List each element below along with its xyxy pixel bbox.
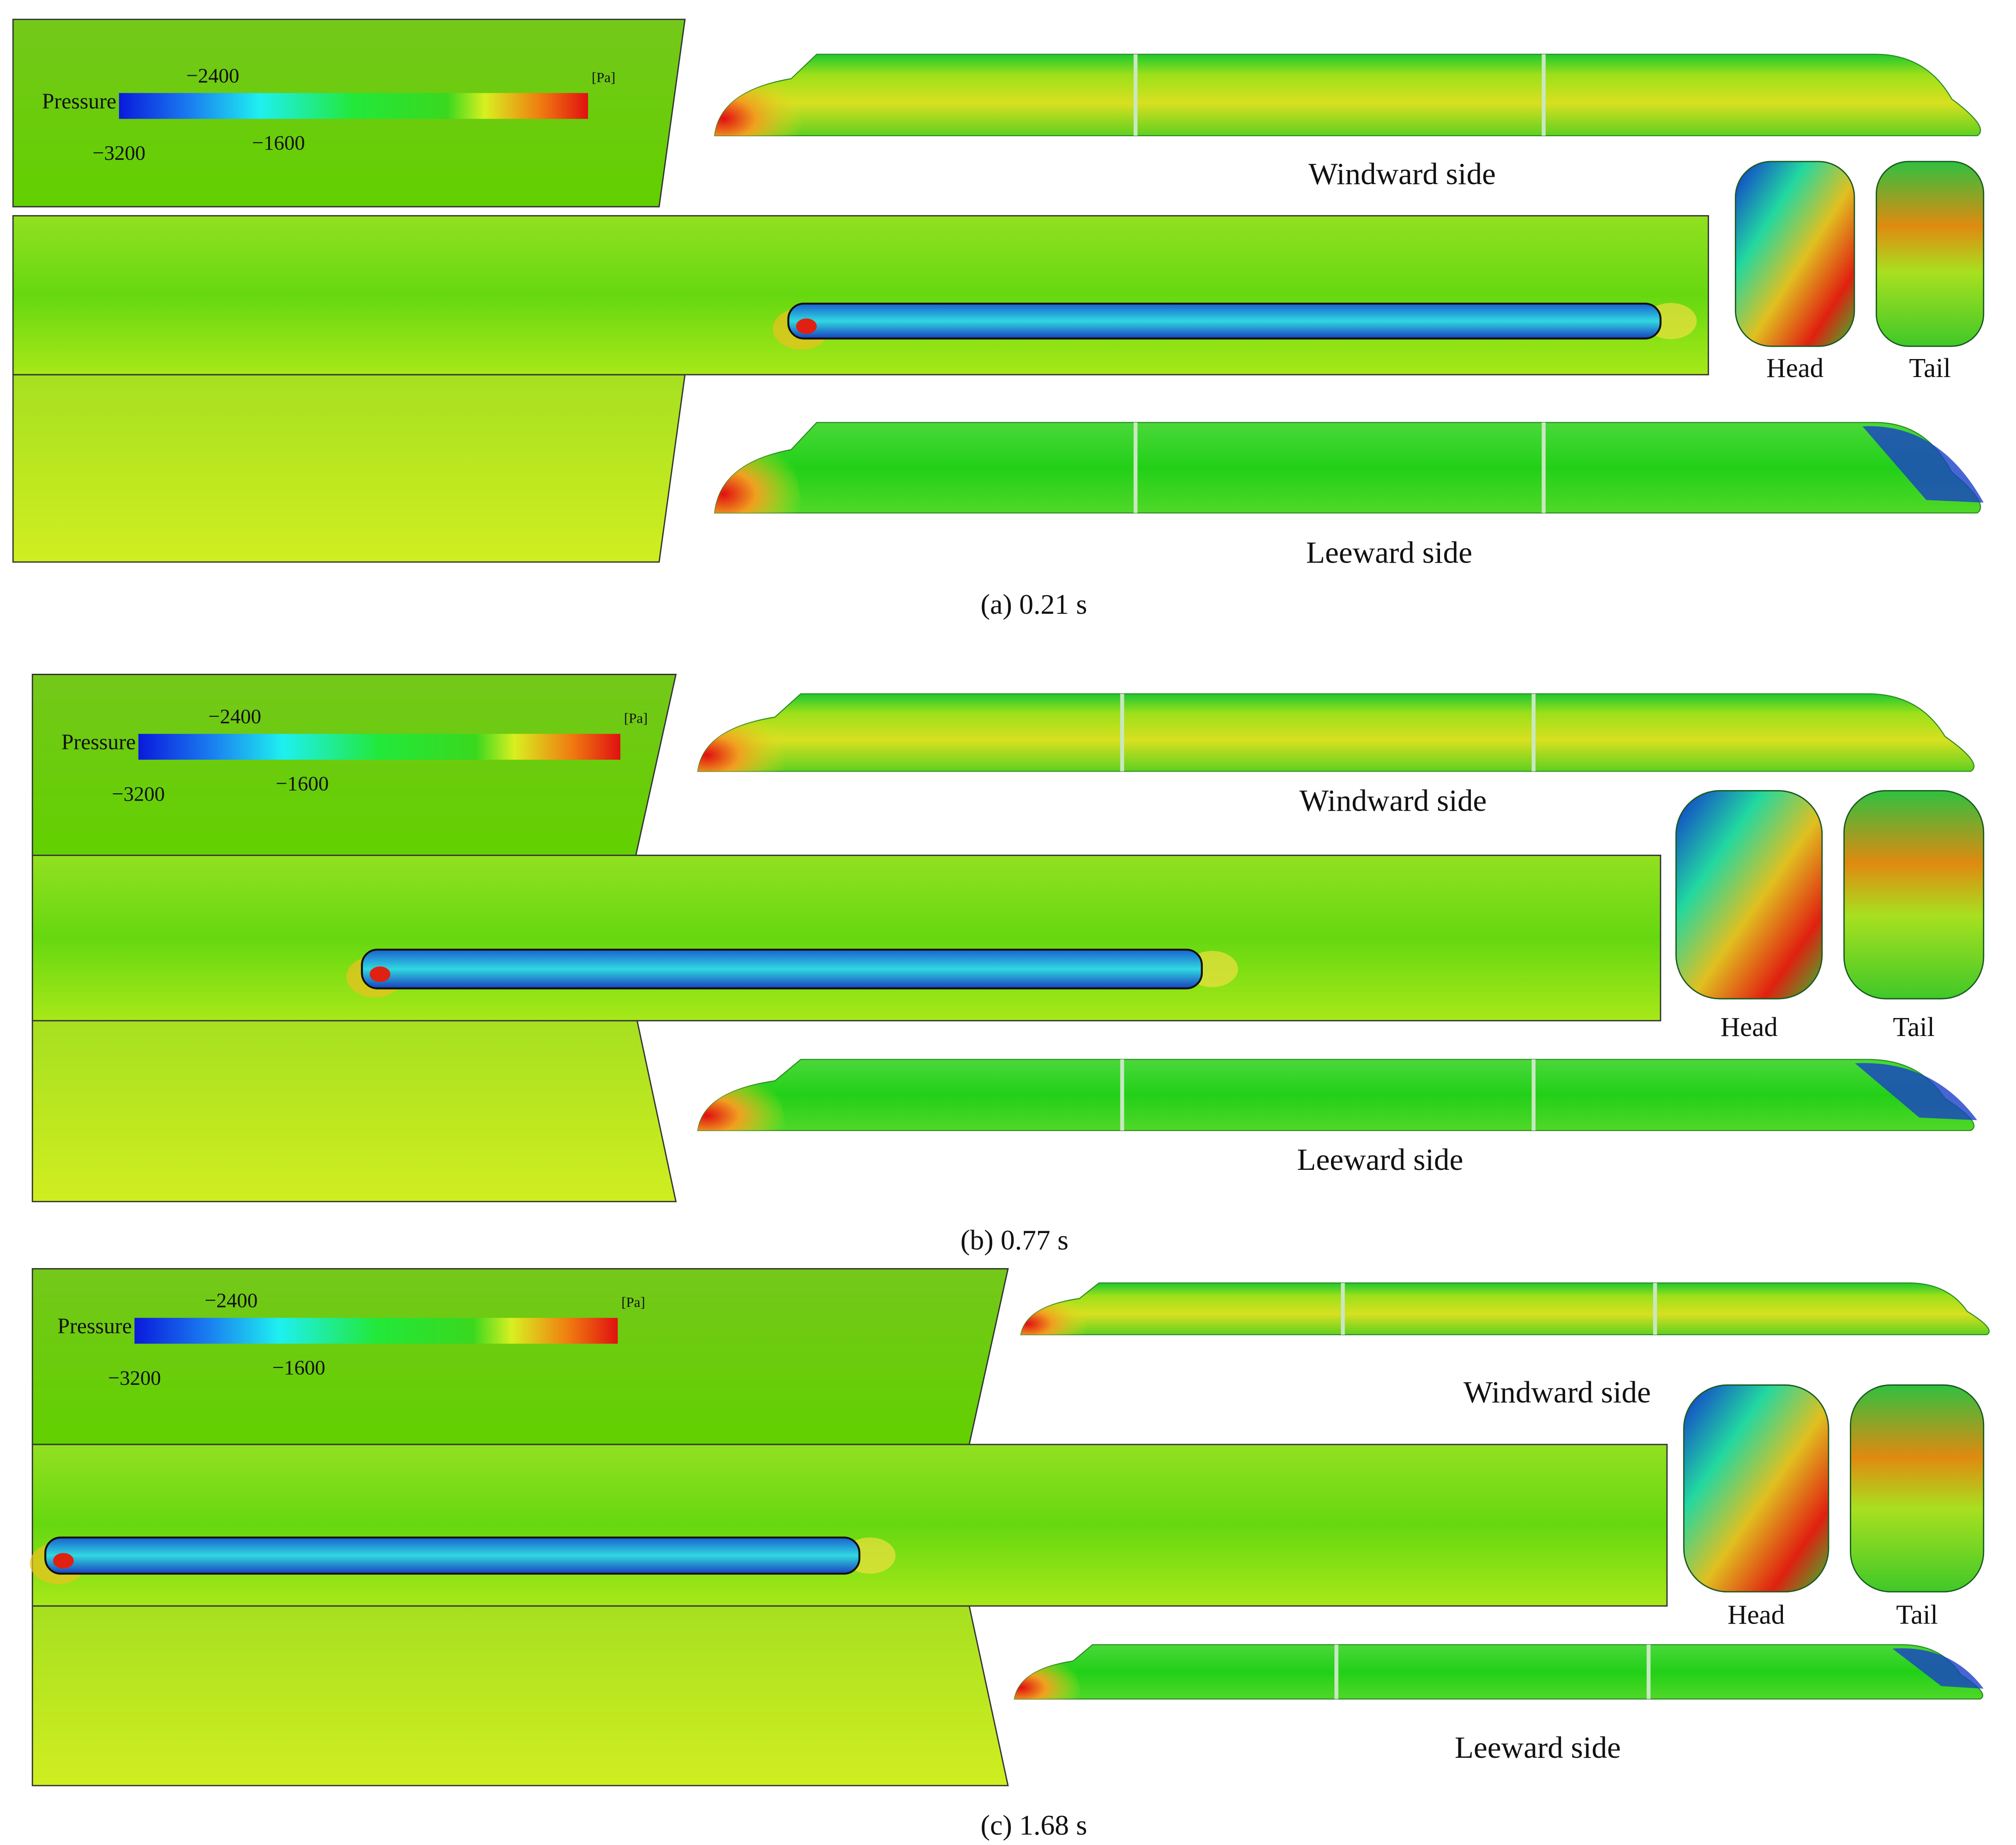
caption: (b) 0.77 s [960, 1224, 1068, 1256]
windward-label: Windward side [1299, 783, 1487, 818]
tail-view [1850, 1384, 1985, 1593]
leeward-label: Leeward side [1455, 1730, 1621, 1765]
domain-strip [31, 1444, 1668, 1607]
train-head-hot [369, 966, 390, 982]
colorbar-tick: −2400 [186, 64, 240, 87]
domain-top [31, 674, 677, 856]
leeward-tail-low [1862, 426, 1984, 503]
caption: (c) 1.68 s [981, 1810, 1087, 1841]
windward-label: Windward side [1464, 1375, 1651, 1409]
train-windward-nose [1020, 1298, 1089, 1335]
colorbar-tick: −3200 [92, 141, 145, 164]
train-head-hot [796, 318, 817, 334]
colorbar-tick: −2400 [208, 705, 261, 728]
leeward-label: Leeward side [1306, 535, 1472, 569]
train-plan [787, 302, 1662, 340]
train-leeward [1014, 1644, 1983, 1700]
colorbar-unit: [Pa] [624, 711, 648, 726]
train-leeward [697, 1059, 1974, 1131]
train-windward [714, 54, 1981, 137]
train-leeward [714, 422, 1981, 514]
domain-bottom [12, 374, 686, 563]
train-leeward-nose [698, 1080, 788, 1131]
train-windward-nose [698, 717, 788, 772]
head-label: Head [1721, 1012, 1778, 1042]
leeward-tail-low [1892, 1648, 1984, 1689]
colorbar [138, 734, 621, 760]
tail-label: Tail [1909, 353, 1951, 383]
colorbar-unit: [Pa] [592, 70, 615, 85]
train-leeward-nose [714, 449, 804, 513]
colorbar-tick: −3200 [112, 782, 165, 805]
colorbar-tick: −1600 [252, 131, 305, 154]
domain-strip [31, 855, 1662, 1022]
colorbar-tick: −2400 [204, 1288, 258, 1312]
colorbar-unit: [Pa] [621, 1294, 645, 1310]
leeward-label: Leeward side [1297, 1142, 1463, 1177]
head-view [1683, 1384, 1830, 1593]
colorbar-tick: −1600 [272, 1356, 325, 1379]
tail-label: Tail [1893, 1012, 1935, 1042]
train-windward-nose [714, 78, 804, 136]
head-view [1734, 161, 1855, 347]
head-label: Head [1728, 1600, 1785, 1630]
domain-bottom [31, 1605, 1009, 1786]
domain-strip [12, 215, 1709, 376]
head-label: Head [1766, 353, 1824, 383]
train-head-hot [53, 1553, 74, 1569]
colorbar-title: Pressure [58, 1314, 132, 1338]
leeward-tail-low [1855, 1063, 1977, 1120]
tail-view [1843, 790, 1985, 1000]
train-leeward-nose [1014, 1661, 1083, 1699]
domain-top [31, 1268, 1009, 1445]
colorbar-title: Pressure [61, 731, 136, 755]
train-windward [697, 693, 1975, 772]
tail-label: Tail [1896, 1600, 1938, 1630]
colorbar-title: Pressure [42, 90, 116, 114]
colorbar-tick: −3200 [108, 1366, 161, 1389]
train-windward [1020, 1282, 1990, 1336]
colorbar-tick: −1600 [276, 772, 329, 795]
colorbar [119, 93, 588, 119]
train-plan [361, 948, 1203, 989]
train-plan [44, 1536, 861, 1575]
colorbar [134, 1318, 618, 1344]
caption: (a) 0.21 s [981, 589, 1087, 620]
head-view [1675, 790, 1823, 1000]
windward-label: Windward side [1308, 156, 1496, 191]
tail-view [1876, 161, 1985, 347]
domain-bottom [31, 1020, 677, 1203]
